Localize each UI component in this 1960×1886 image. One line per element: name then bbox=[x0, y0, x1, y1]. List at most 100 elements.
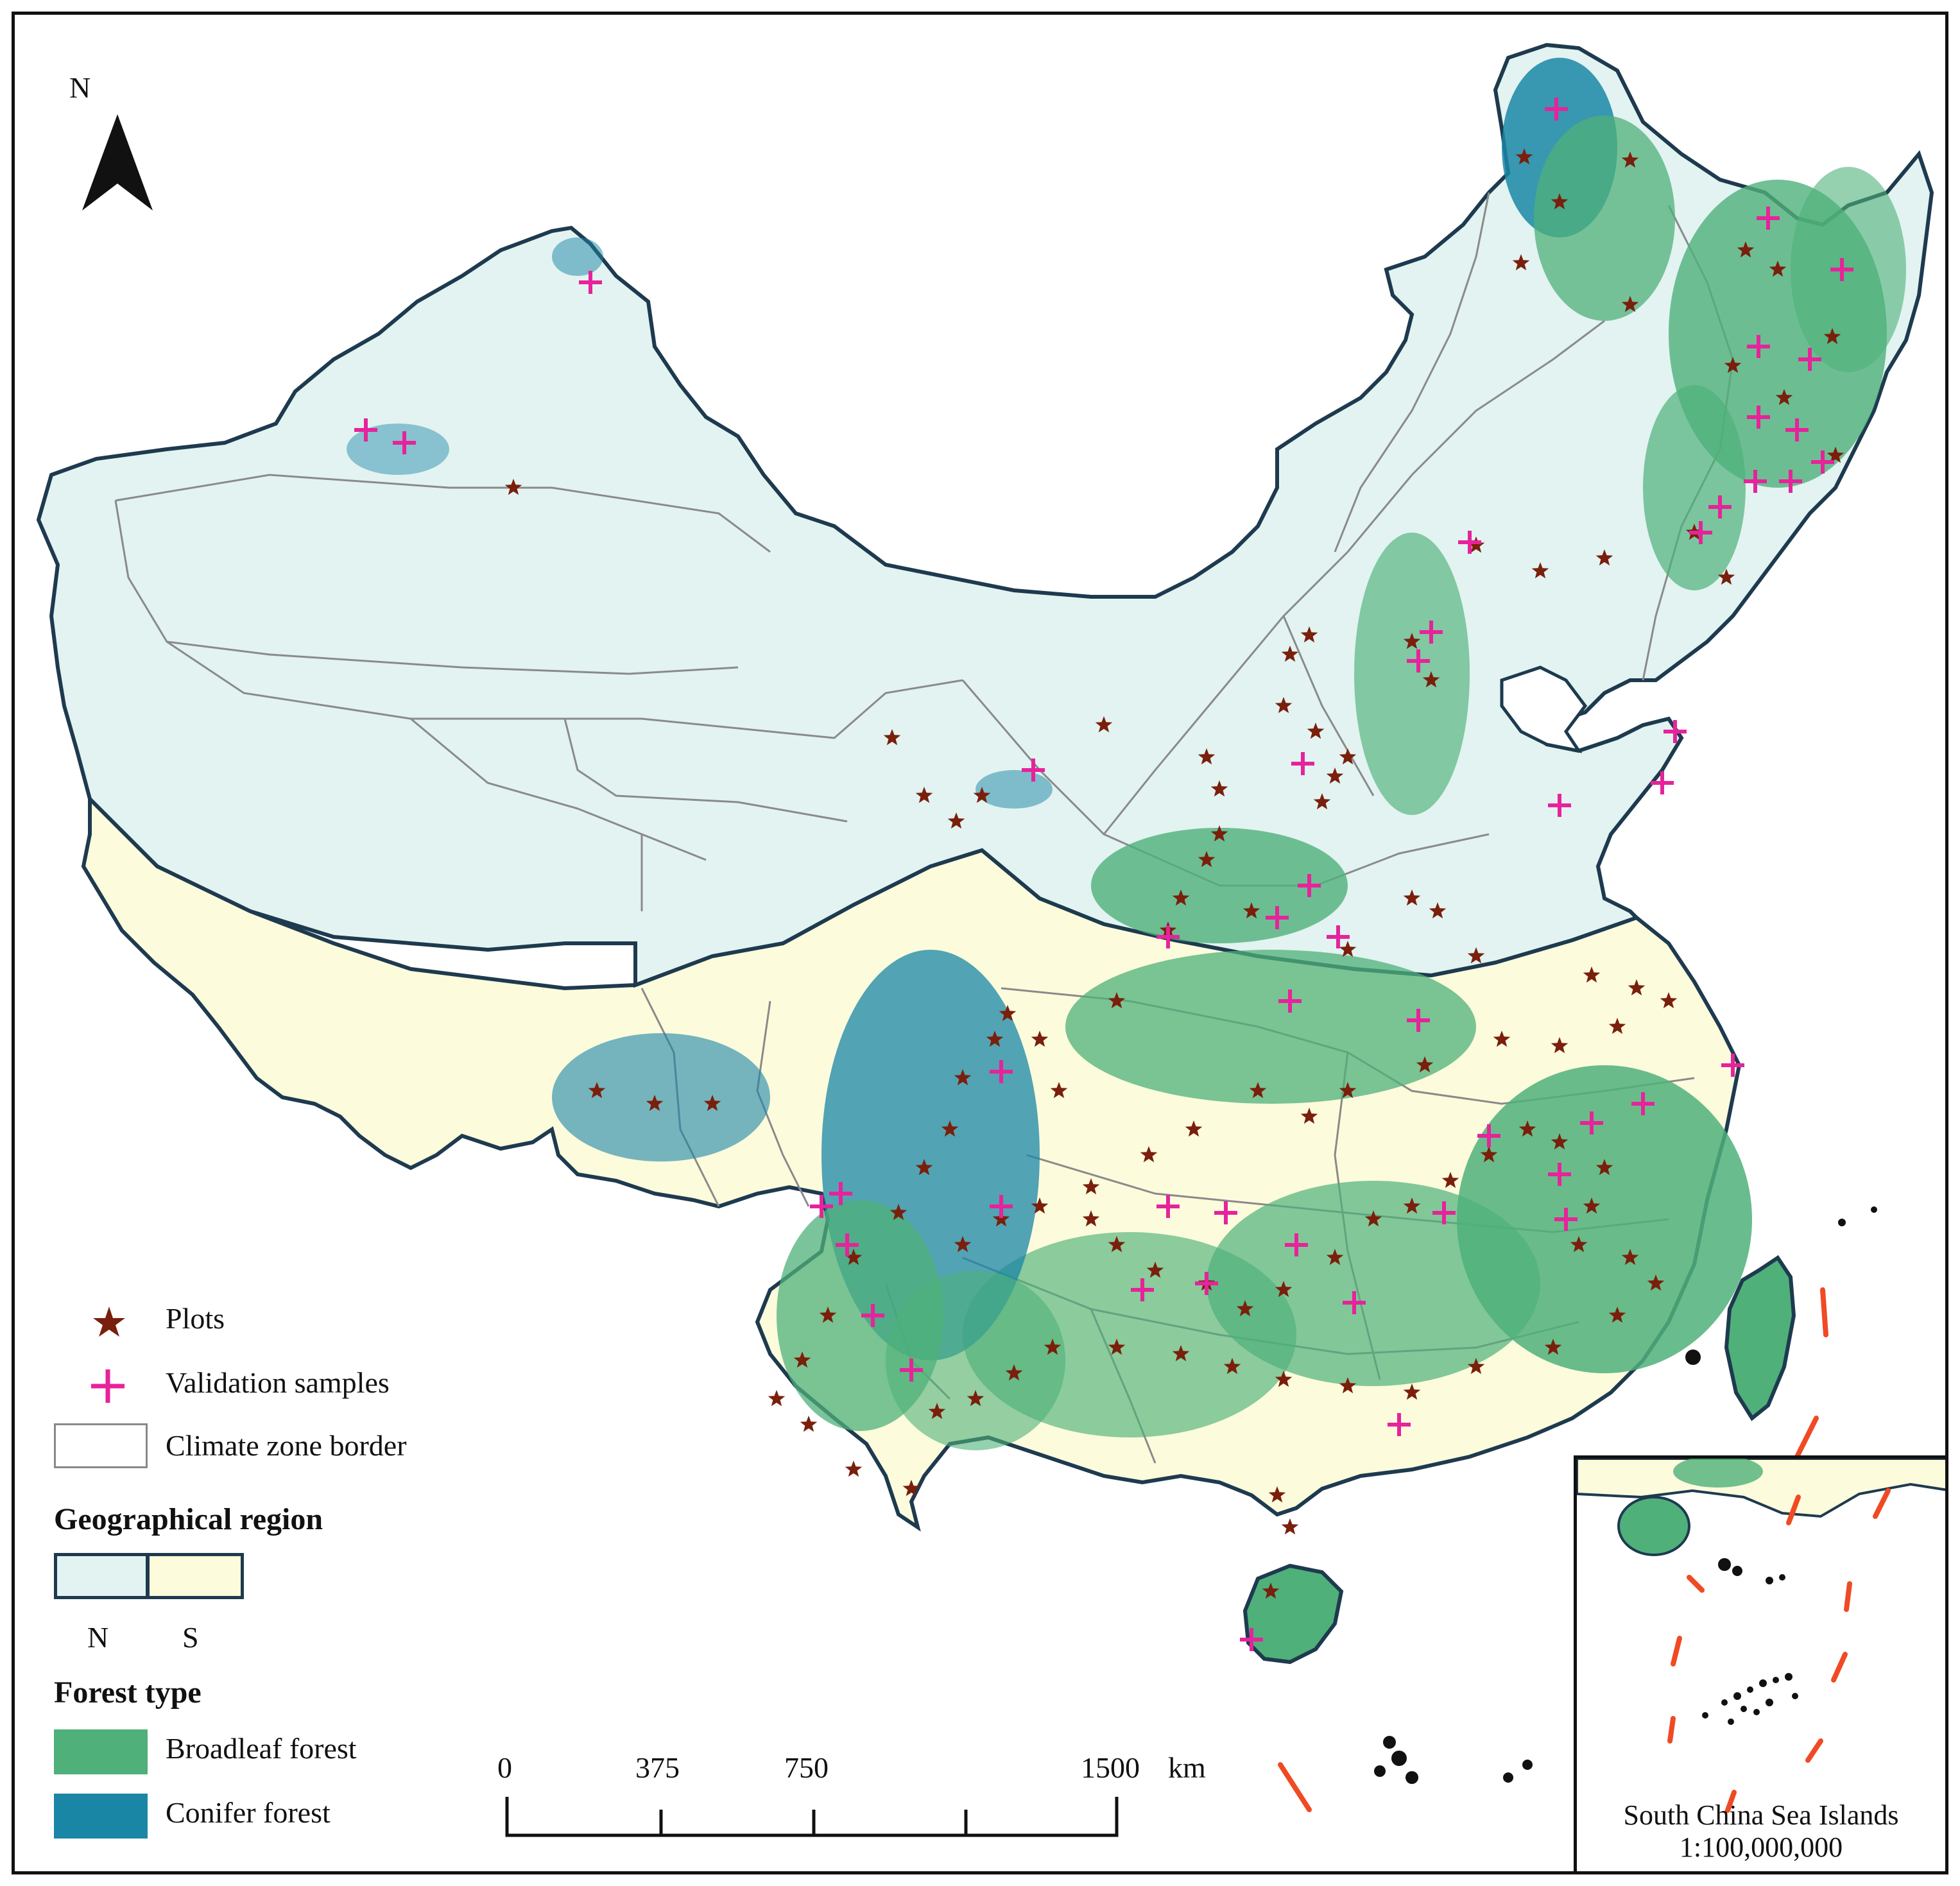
plot-marker bbox=[1249, 1082, 1267, 1099]
validation-marker bbox=[1830, 258, 1853, 281]
plot-marker bbox=[1551, 1037, 1569, 1054]
plot-marker bbox=[1422, 671, 1440, 688]
validation-marker bbox=[1798, 348, 1821, 371]
region-n-label: N bbox=[87, 1621, 109, 1654]
validation-marker bbox=[354, 418, 377, 441]
inset-scale: 1:100,000,000 bbox=[1679, 1831, 1843, 1863]
validation-marker bbox=[1744, 470, 1767, 493]
plot-marker bbox=[1621, 151, 1639, 168]
plot-marker bbox=[819, 1307, 837, 1323]
plot-marker bbox=[1108, 992, 1126, 1009]
plot-marker bbox=[1403, 1197, 1421, 1214]
plot-marker bbox=[768, 1390, 786, 1407]
outline-box-icon bbox=[54, 1423, 148, 1468]
validation-marker bbox=[1214, 1201, 1237, 1224]
legend-broadleaf-label: Broadleaf forest bbox=[166, 1732, 357, 1765]
validation-marker bbox=[1545, 98, 1568, 121]
plot-marker bbox=[588, 1082, 606, 1099]
plot-marker bbox=[1300, 626, 1318, 643]
validation-marker bbox=[1779, 470, 1802, 493]
plot-marker bbox=[1307, 723, 1325, 739]
plot-marker bbox=[1044, 1339, 1062, 1355]
plot-marker bbox=[1005, 1364, 1023, 1381]
plot-marker bbox=[1326, 767, 1344, 784]
plot-marker bbox=[793, 1351, 811, 1368]
validation-marker bbox=[1631, 1092, 1655, 1115]
plot-marker bbox=[1275, 1371, 1293, 1387]
plot-marker bbox=[1827, 447, 1844, 463]
plot-marker bbox=[1339, 1082, 1357, 1099]
validation-marker bbox=[1811, 450, 1834, 474]
validation-marker bbox=[1432, 1201, 1456, 1224]
region-n-swatch bbox=[54, 1553, 149, 1599]
plot-marker bbox=[1551, 193, 1569, 210]
taiwan-island bbox=[1724, 1255, 1796, 1421]
region-s-swatch bbox=[146, 1553, 244, 1599]
plot-marker bbox=[1210, 780, 1228, 797]
forest-patches bbox=[347, 58, 1906, 1450]
validation-marker bbox=[1156, 1195, 1180, 1218]
validation-marker bbox=[1689, 521, 1712, 544]
plot-marker bbox=[954, 1236, 972, 1253]
plot-marker bbox=[1140, 1146, 1158, 1163]
scale-tick-0: 0 bbox=[497, 1751, 512, 1784]
conifer-swatch bbox=[54, 1794, 148, 1839]
plot-marker bbox=[1467, 536, 1485, 553]
legend-forest-title: Forest type bbox=[54, 1676, 202, 1710]
plot-marker bbox=[1236, 1300, 1254, 1317]
plot-marker bbox=[928, 1403, 946, 1419]
plot-marker bbox=[902, 1480, 920, 1496]
validation-marker bbox=[1298, 874, 1321, 897]
plot-marker bbox=[1339, 748, 1357, 765]
plot-marker bbox=[1242, 902, 1260, 919]
validation-marker bbox=[1195, 1272, 1218, 1295]
plot-marker bbox=[1275, 1281, 1293, 1298]
validation-marker bbox=[1407, 1009, 1430, 1032]
plot-marker bbox=[1281, 646, 1299, 662]
validation-marker bbox=[1785, 418, 1809, 441]
plot-marker bbox=[1172, 889, 1190, 906]
validation-marker bbox=[1266, 906, 1289, 929]
validation-marker bbox=[1708, 495, 1732, 519]
plot-marker bbox=[967, 1390, 984, 1407]
plot-marker bbox=[1339, 941, 1357, 957]
plot-marker bbox=[1082, 1178, 1100, 1195]
plot-marker bbox=[1364, 1210, 1382, 1227]
plot-marker bbox=[1544, 1339, 1562, 1355]
plot-marker bbox=[973, 787, 991, 803]
plot-marker bbox=[941, 1120, 959, 1137]
plot-marker bbox=[1210, 825, 1228, 842]
plot-marker bbox=[1050, 1082, 1068, 1099]
north-arrow-label: N bbox=[69, 71, 91, 104]
plot-marker bbox=[1628, 979, 1646, 996]
plot-marker bbox=[1108, 1339, 1126, 1355]
small-islands bbox=[1374, 1206, 1877, 1784]
plot-marker bbox=[986, 1031, 1004, 1047]
scale-tick-375: 375 bbox=[635, 1751, 680, 1784]
validation-marker bbox=[393, 431, 416, 454]
plot-marker bbox=[703, 1095, 721, 1111]
validation-marker bbox=[900, 1359, 923, 1382]
plot-marker bbox=[1608, 1018, 1626, 1034]
plot-marker bbox=[1095, 716, 1113, 733]
plot-marker bbox=[1467, 1358, 1485, 1375]
validation-marker bbox=[1757, 207, 1780, 230]
scale-bar bbox=[505, 1797, 1119, 1837]
plot-marker bbox=[883, 729, 901, 746]
plot-marker bbox=[1339, 1377, 1357, 1394]
validation-marker bbox=[1240, 1628, 1263, 1651]
validation-marker bbox=[1156, 925, 1180, 948]
plot-marker bbox=[1467, 947, 1485, 964]
validation-marker bbox=[1580, 1111, 1603, 1135]
north-arrow-icon bbox=[82, 114, 153, 210]
plot-marker bbox=[1198, 851, 1216, 868]
validation-marker bbox=[579, 271, 602, 294]
inset-title: South China Sea Islands bbox=[1623, 1799, 1899, 1831]
validation-marker bbox=[990, 1195, 1013, 1218]
scale-tick-750: 750 bbox=[784, 1751, 829, 1784]
plot-marker bbox=[1737, 241, 1755, 258]
plot-marker bbox=[1268, 1486, 1286, 1503]
validation-marker bbox=[1721, 1054, 1744, 1077]
plot-marker bbox=[1493, 1031, 1511, 1047]
plot-marker bbox=[992, 1210, 1010, 1227]
